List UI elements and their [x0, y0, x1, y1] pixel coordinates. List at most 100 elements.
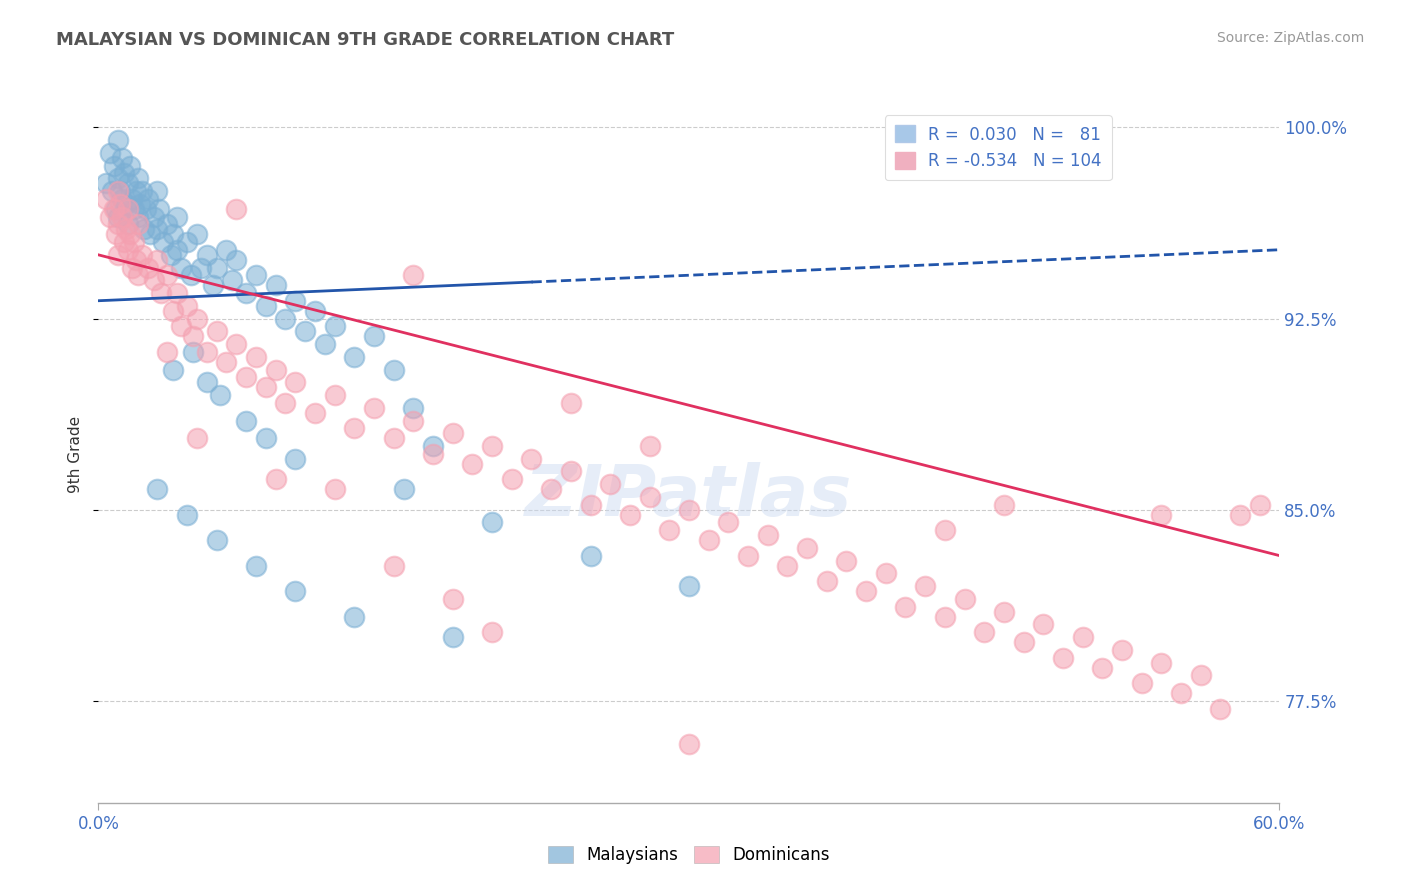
- Point: [461, 457, 484, 471]
- Point: [156, 217, 179, 231]
- Point: [96, 192, 118, 206]
- Point: [422, 447, 444, 461]
- Point: [98, 145, 121, 160]
- Point: [402, 413, 425, 427]
- Point: [776, 558, 799, 573]
- Point: [98, 210, 121, 224]
- Point: [115, 222, 138, 236]
- Point: [103, 202, 125, 216]
- Point: [875, 566, 897, 581]
- Point: [284, 451, 307, 466]
- Point: [131, 184, 153, 198]
- Point: [1249, 498, 1271, 512]
- Point: [146, 184, 169, 198]
- Point: [737, 549, 759, 563]
- Point: [107, 184, 129, 198]
- Point: [96, 177, 118, 191]
- Point: [111, 192, 134, 206]
- Point: [131, 248, 153, 262]
- Point: [108, 184, 131, 198]
- Point: [363, 401, 385, 415]
- Point: [107, 133, 129, 147]
- Point: [894, 599, 917, 614]
- Point: [323, 319, 346, 334]
- Point: [658, 523, 681, 537]
- Point: [501, 472, 523, 486]
- Point: [1229, 508, 1251, 522]
- Point: [274, 395, 297, 409]
- Point: [638, 490, 661, 504]
- Point: [170, 260, 193, 275]
- Point: [579, 498, 602, 512]
- Point: [382, 558, 405, 573]
- Text: MALAYSIAN VS DOMINICAN 9TH GRADE CORRELATION CHART: MALAYSIAN VS DOMINICAN 9TH GRADE CORRELA…: [56, 31, 675, 49]
- Point: [215, 243, 238, 257]
- Legend: Malaysians, Dominicans: Malaysians, Dominicans: [541, 839, 837, 871]
- Point: [138, 227, 160, 242]
- Text: ZIPatlas: ZIPatlas: [526, 462, 852, 531]
- Point: [678, 579, 700, 593]
- Point: [953, 591, 976, 606]
- Text: Source: ZipAtlas.com: Source: ZipAtlas.com: [1216, 31, 1364, 45]
- Point: [176, 299, 198, 313]
- Point: [181, 329, 204, 343]
- Point: [225, 337, 247, 351]
- Point: [382, 362, 405, 376]
- Point: [254, 380, 277, 394]
- Point: [441, 591, 464, 606]
- Point: [162, 362, 184, 376]
- Point: [103, 159, 125, 173]
- Point: [166, 286, 188, 301]
- Point: [235, 286, 257, 301]
- Point: [245, 558, 267, 573]
- Point: [1150, 656, 1173, 670]
- Point: [205, 324, 228, 338]
- Point: [520, 451, 543, 466]
- Point: [304, 406, 326, 420]
- Point: [678, 502, 700, 516]
- Point: [136, 260, 159, 275]
- Point: [148, 202, 170, 216]
- Point: [914, 579, 936, 593]
- Point: [422, 439, 444, 453]
- Point: [796, 541, 818, 555]
- Point: [156, 344, 179, 359]
- Point: [122, 202, 145, 216]
- Point: [599, 477, 621, 491]
- Point: [245, 350, 267, 364]
- Point: [835, 554, 858, 568]
- Point: [162, 304, 184, 318]
- Point: [115, 197, 138, 211]
- Point: [697, 533, 720, 548]
- Point: [363, 329, 385, 343]
- Point: [314, 337, 336, 351]
- Point: [254, 299, 277, 313]
- Point: [205, 260, 228, 275]
- Point: [166, 210, 188, 224]
- Point: [993, 605, 1015, 619]
- Point: [105, 227, 128, 242]
- Point: [186, 431, 208, 445]
- Point: [107, 248, 129, 262]
- Point: [160, 248, 183, 262]
- Point: [180, 268, 202, 283]
- Point: [112, 235, 135, 249]
- Point: [343, 350, 366, 364]
- Point: [284, 376, 307, 390]
- Point: [146, 483, 169, 497]
- Point: [717, 516, 740, 530]
- Point: [112, 166, 135, 180]
- Point: [1032, 617, 1054, 632]
- Point: [294, 324, 316, 338]
- Point: [1111, 643, 1133, 657]
- Point: [284, 293, 307, 308]
- Point: [441, 426, 464, 441]
- Point: [127, 217, 149, 231]
- Point: [235, 413, 257, 427]
- Point: [117, 202, 139, 216]
- Point: [264, 472, 287, 486]
- Point: [225, 202, 247, 216]
- Point: [1189, 668, 1212, 682]
- Point: [136, 192, 159, 206]
- Point: [235, 370, 257, 384]
